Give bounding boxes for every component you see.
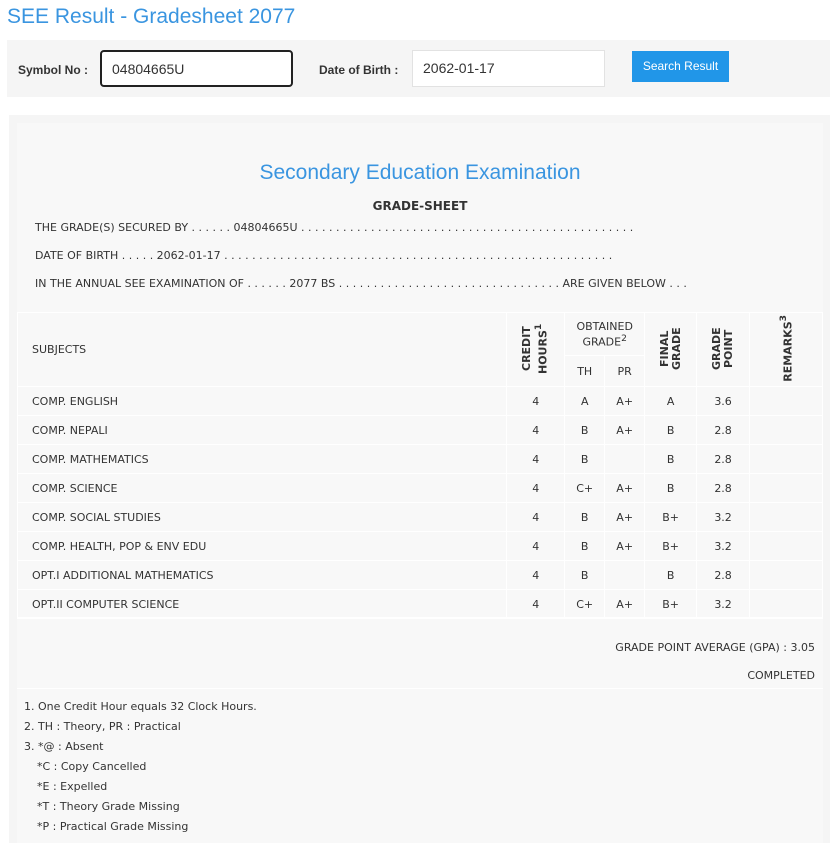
- grade-point-cell: 2.8: [696, 444, 751, 474]
- search-result-button[interactable]: Search Result: [632, 51, 729, 82]
- subject-cell: COMP. MATHEMATICS: [16, 444, 508, 474]
- final-grade-cell: B: [644, 444, 698, 474]
- grade-point-cell: 3.2: [696, 589, 751, 619]
- table-row: COMP. SCIENCE 4 C+ A+ B 2.8: [16, 473, 823, 503]
- grade-sheet-heading: GRADE-SHEET: [372, 199, 468, 213]
- remarks-cell: [749, 386, 823, 416]
- table-row: OPT.I ADDITIONAL MATHEMATICS 4 B B 2.8: [16, 560, 823, 590]
- exam-title: Secondary Education Examination: [259, 161, 581, 184]
- final-grade-cell: B: [644, 415, 698, 445]
- header-subjects: SUBJECTS: [16, 312, 508, 387]
- th-grade-cell: B: [564, 560, 606, 590]
- pr-grade-cell: A+: [604, 415, 646, 445]
- footnote: 3. *@ : Absent: [24, 740, 104, 753]
- pr-grade-cell: A+: [604, 473, 646, 503]
- table-row: OPT.II COMPUTER SCIENCE 4 C+ A+ B+ 3.2: [16, 589, 823, 619]
- header-obtained-grade: OBTAINED GRADE2: [564, 312, 646, 356]
- remarks-cell: [749, 444, 823, 474]
- th-grade-cell: B: [564, 415, 606, 445]
- th-grade-cell: B: [564, 531, 606, 561]
- footnote: 1. One Credit Hour equals 32 Clock Hours…: [24, 700, 257, 713]
- remarks-cell: [749, 473, 823, 503]
- final-grade-cell: B+: [644, 502, 698, 532]
- remarks-cell: [749, 531, 823, 561]
- grades-table: SUBJECTS CREDIT HOURS1 OBTAINED GRADE2 F…: [16, 312, 823, 619]
- table-row: COMP. SOCIAL STUDIES 4 B A+ B+ 3.2: [16, 502, 823, 532]
- footnote: *E : Expelled: [37, 780, 108, 793]
- secured-by-line: THE GRADE(S) SECURED BY . . . . . . 0480…: [35, 221, 634, 234]
- credit-cell: 4: [506, 473, 566, 503]
- pr-grade-cell: A+: [604, 589, 646, 619]
- pr-grade-cell: [604, 444, 646, 474]
- grade-point-cell: 3.2: [696, 531, 751, 561]
- footnote: *C : Copy Cancelled: [37, 760, 147, 773]
- dob-line: DATE OF BIRTH . . . . . 2062-01-17 . . .…: [35, 249, 613, 262]
- grade-point-cell: 3.2: [696, 502, 751, 532]
- credit-cell: 4: [506, 502, 566, 532]
- credit-cell: 4: [506, 386, 566, 416]
- th-grade-cell: C+: [564, 589, 606, 619]
- pr-grade-cell: A+: [604, 386, 646, 416]
- grade-point-cell: 2.8: [696, 473, 751, 503]
- symbol-label: Symbol No :: [18, 63, 89, 77]
- credit-cell: 4: [506, 415, 566, 445]
- remarks-cell: [749, 502, 823, 532]
- pr-grade-cell: [604, 560, 646, 590]
- table-row: COMP. NEPALI 4 B A+ B 2.8: [16, 415, 823, 445]
- header-grade-point: GRADE POINT: [696, 312, 751, 387]
- th-grade-cell: C+: [564, 473, 606, 503]
- table-row: COMP. MATHEMATICS 4 B B 2.8: [16, 444, 823, 474]
- footnote: *P : Practical Grade Missing: [37, 820, 189, 833]
- final-grade-cell: B: [644, 560, 698, 590]
- subject-cell: OPT.I ADDITIONAL MATHEMATICS: [16, 560, 508, 590]
- grade-sheet: Secondary Education Examination GRADE-SH…: [9, 115, 830, 843]
- footnote: *T : Theory Grade Missing: [37, 800, 180, 813]
- th-grade-cell: B: [564, 444, 606, 474]
- header-remarks: REMARKS3: [749, 312, 823, 387]
- exam-line: IN THE ANNUAL SEE EXAMINATION OF . . . .…: [35, 277, 687, 290]
- table-row: COMP. ENGLISH 4 A A+ A 3.6: [16, 386, 823, 416]
- table-row: COMP. HEALTH, POP & ENV EDU 4 B A+ B+ 3.2: [16, 531, 823, 561]
- header-credit-hours: CREDIT HOURS1: [506, 312, 566, 387]
- search-form: Symbol No : 04804665U Date of Birth : 20…: [7, 40, 830, 97]
- remarks-cell: [749, 589, 823, 619]
- header-pr: PR: [604, 355, 646, 387]
- credit-cell: 4: [506, 444, 566, 474]
- header-final-grade: FINAL GRADE: [644, 312, 698, 387]
- page-title: SEE Result - Gradesheet 2077: [7, 5, 296, 28]
- remarks-cell: [749, 560, 823, 590]
- symbol-input[interactable]: 04804665U: [100, 50, 293, 87]
- th-grade-cell: B: [564, 502, 606, 532]
- final-grade-cell: B: [644, 473, 698, 503]
- remarks-cell: [749, 415, 823, 445]
- gpa: GRADE POINT AVERAGE (GPA) : 3.05: [615, 641, 815, 654]
- subject-cell: COMP. SCIENCE: [16, 473, 508, 503]
- grade-point-cell: 2.8: [696, 560, 751, 590]
- dob-label: Date of Birth :: [319, 63, 399, 77]
- final-grade-cell: B+: [644, 531, 698, 561]
- header-th: TH: [564, 355, 606, 387]
- subject-cell: COMP. HEALTH, POP & ENV EDU: [16, 531, 508, 561]
- dob-input[interactable]: 2062-01-17: [412, 50, 605, 87]
- subject-cell: COMP. SOCIAL STUDIES: [16, 502, 508, 532]
- final-grade-cell: A: [644, 386, 698, 416]
- pr-grade-cell: A+: [604, 531, 646, 561]
- pr-grade-cell: A+: [604, 502, 646, 532]
- grade-point-cell: 3.6: [696, 386, 751, 416]
- subject-cell: COMP. ENGLISH: [16, 386, 508, 416]
- th-grade-cell: A: [564, 386, 606, 416]
- subject-cell: OPT.II COMPUTER SCIENCE: [16, 589, 508, 619]
- grade-point-cell: 2.8: [696, 415, 751, 445]
- result-status: COMPLETED: [747, 669, 815, 682]
- credit-cell: 4: [506, 560, 566, 590]
- credit-cell: 4: [506, 589, 566, 619]
- final-grade-cell: B+: [644, 589, 698, 619]
- credit-cell: 4: [506, 531, 566, 561]
- subject-cell: COMP. NEPALI: [16, 415, 508, 445]
- footnote: 2. TH : Theory, PR : Practical: [24, 720, 181, 733]
